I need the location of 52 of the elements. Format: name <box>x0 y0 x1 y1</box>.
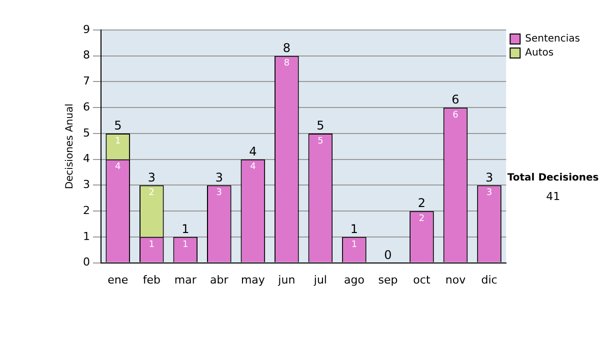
data-label: 5 <box>318 136 324 146</box>
y-tick-label: 0 <box>83 256 90 269</box>
y-tick-label: 2 <box>83 204 90 217</box>
total-label: 2 <box>418 196 426 210</box>
y-tick-label: 4 <box>83 152 90 166</box>
x-tick-label: nov <box>445 273 466 286</box>
x-tick-label: ene <box>108 273 128 286</box>
total-label: 8 <box>282 40 291 55</box>
x-tick-label: sep <box>378 273 398 286</box>
data-label: 4 <box>115 162 122 172</box>
data-label: 1 <box>182 240 188 250</box>
y-tick-label: 5 <box>83 126 90 140</box>
legend-label: Autos <box>525 48 554 59</box>
data-label: 3 <box>216 188 222 198</box>
x-tick-label: abr <box>210 273 229 286</box>
total-label: 6 <box>452 92 460 107</box>
total-label: 5 <box>114 118 122 133</box>
data-label: 4 <box>250 162 256 172</box>
total-label: 3 <box>148 170 156 184</box>
data-label: 6 <box>452 110 459 120</box>
total-label: 3 <box>215 170 223 184</box>
data-label: 1 <box>115 136 121 146</box>
y-tick-label: 7 <box>83 74 90 88</box>
data-label: 1 <box>351 240 358 250</box>
total-label: 4 <box>249 144 257 158</box>
y-axis-title: Decisiones Anual <box>64 104 76 190</box>
x-tick-label: may <box>240 273 266 286</box>
y-tick-label: 1 <box>83 230 90 243</box>
data-label: 8 <box>284 58 290 69</box>
total-label: 3 <box>485 170 494 184</box>
y-tick-label: 3 <box>83 178 90 192</box>
x-tick-label: mar <box>174 273 197 286</box>
data-label: 2 <box>418 214 425 224</box>
x-tick-label: jul <box>312 273 327 286</box>
legend-label: Sentencias <box>525 34 580 45</box>
data-label: 3 <box>486 188 492 198</box>
y-tick-label: 9 <box>83 22 90 36</box>
total-label: 5 <box>316 118 324 133</box>
x-tick-label: oct <box>413 273 431 286</box>
x-tick-label: dic <box>481 273 498 286</box>
text: Total Decisiones <box>507 172 599 184</box>
x-tick-label: feb <box>142 273 160 286</box>
x-tick-label: ago <box>344 273 365 286</box>
y-tick-label: 6 <box>83 100 90 114</box>
total-label: 0 <box>384 248 392 262</box>
data-label: 2 <box>148 188 155 198</box>
total-label: 1 <box>350 222 358 236</box>
total-label: 1 <box>182 222 190 236</box>
y-tick-label: 8 <box>83 48 90 62</box>
text: 41 <box>546 190 560 203</box>
data-label: 1 <box>148 240 155 250</box>
x-tick-label: jun <box>277 273 296 286</box>
